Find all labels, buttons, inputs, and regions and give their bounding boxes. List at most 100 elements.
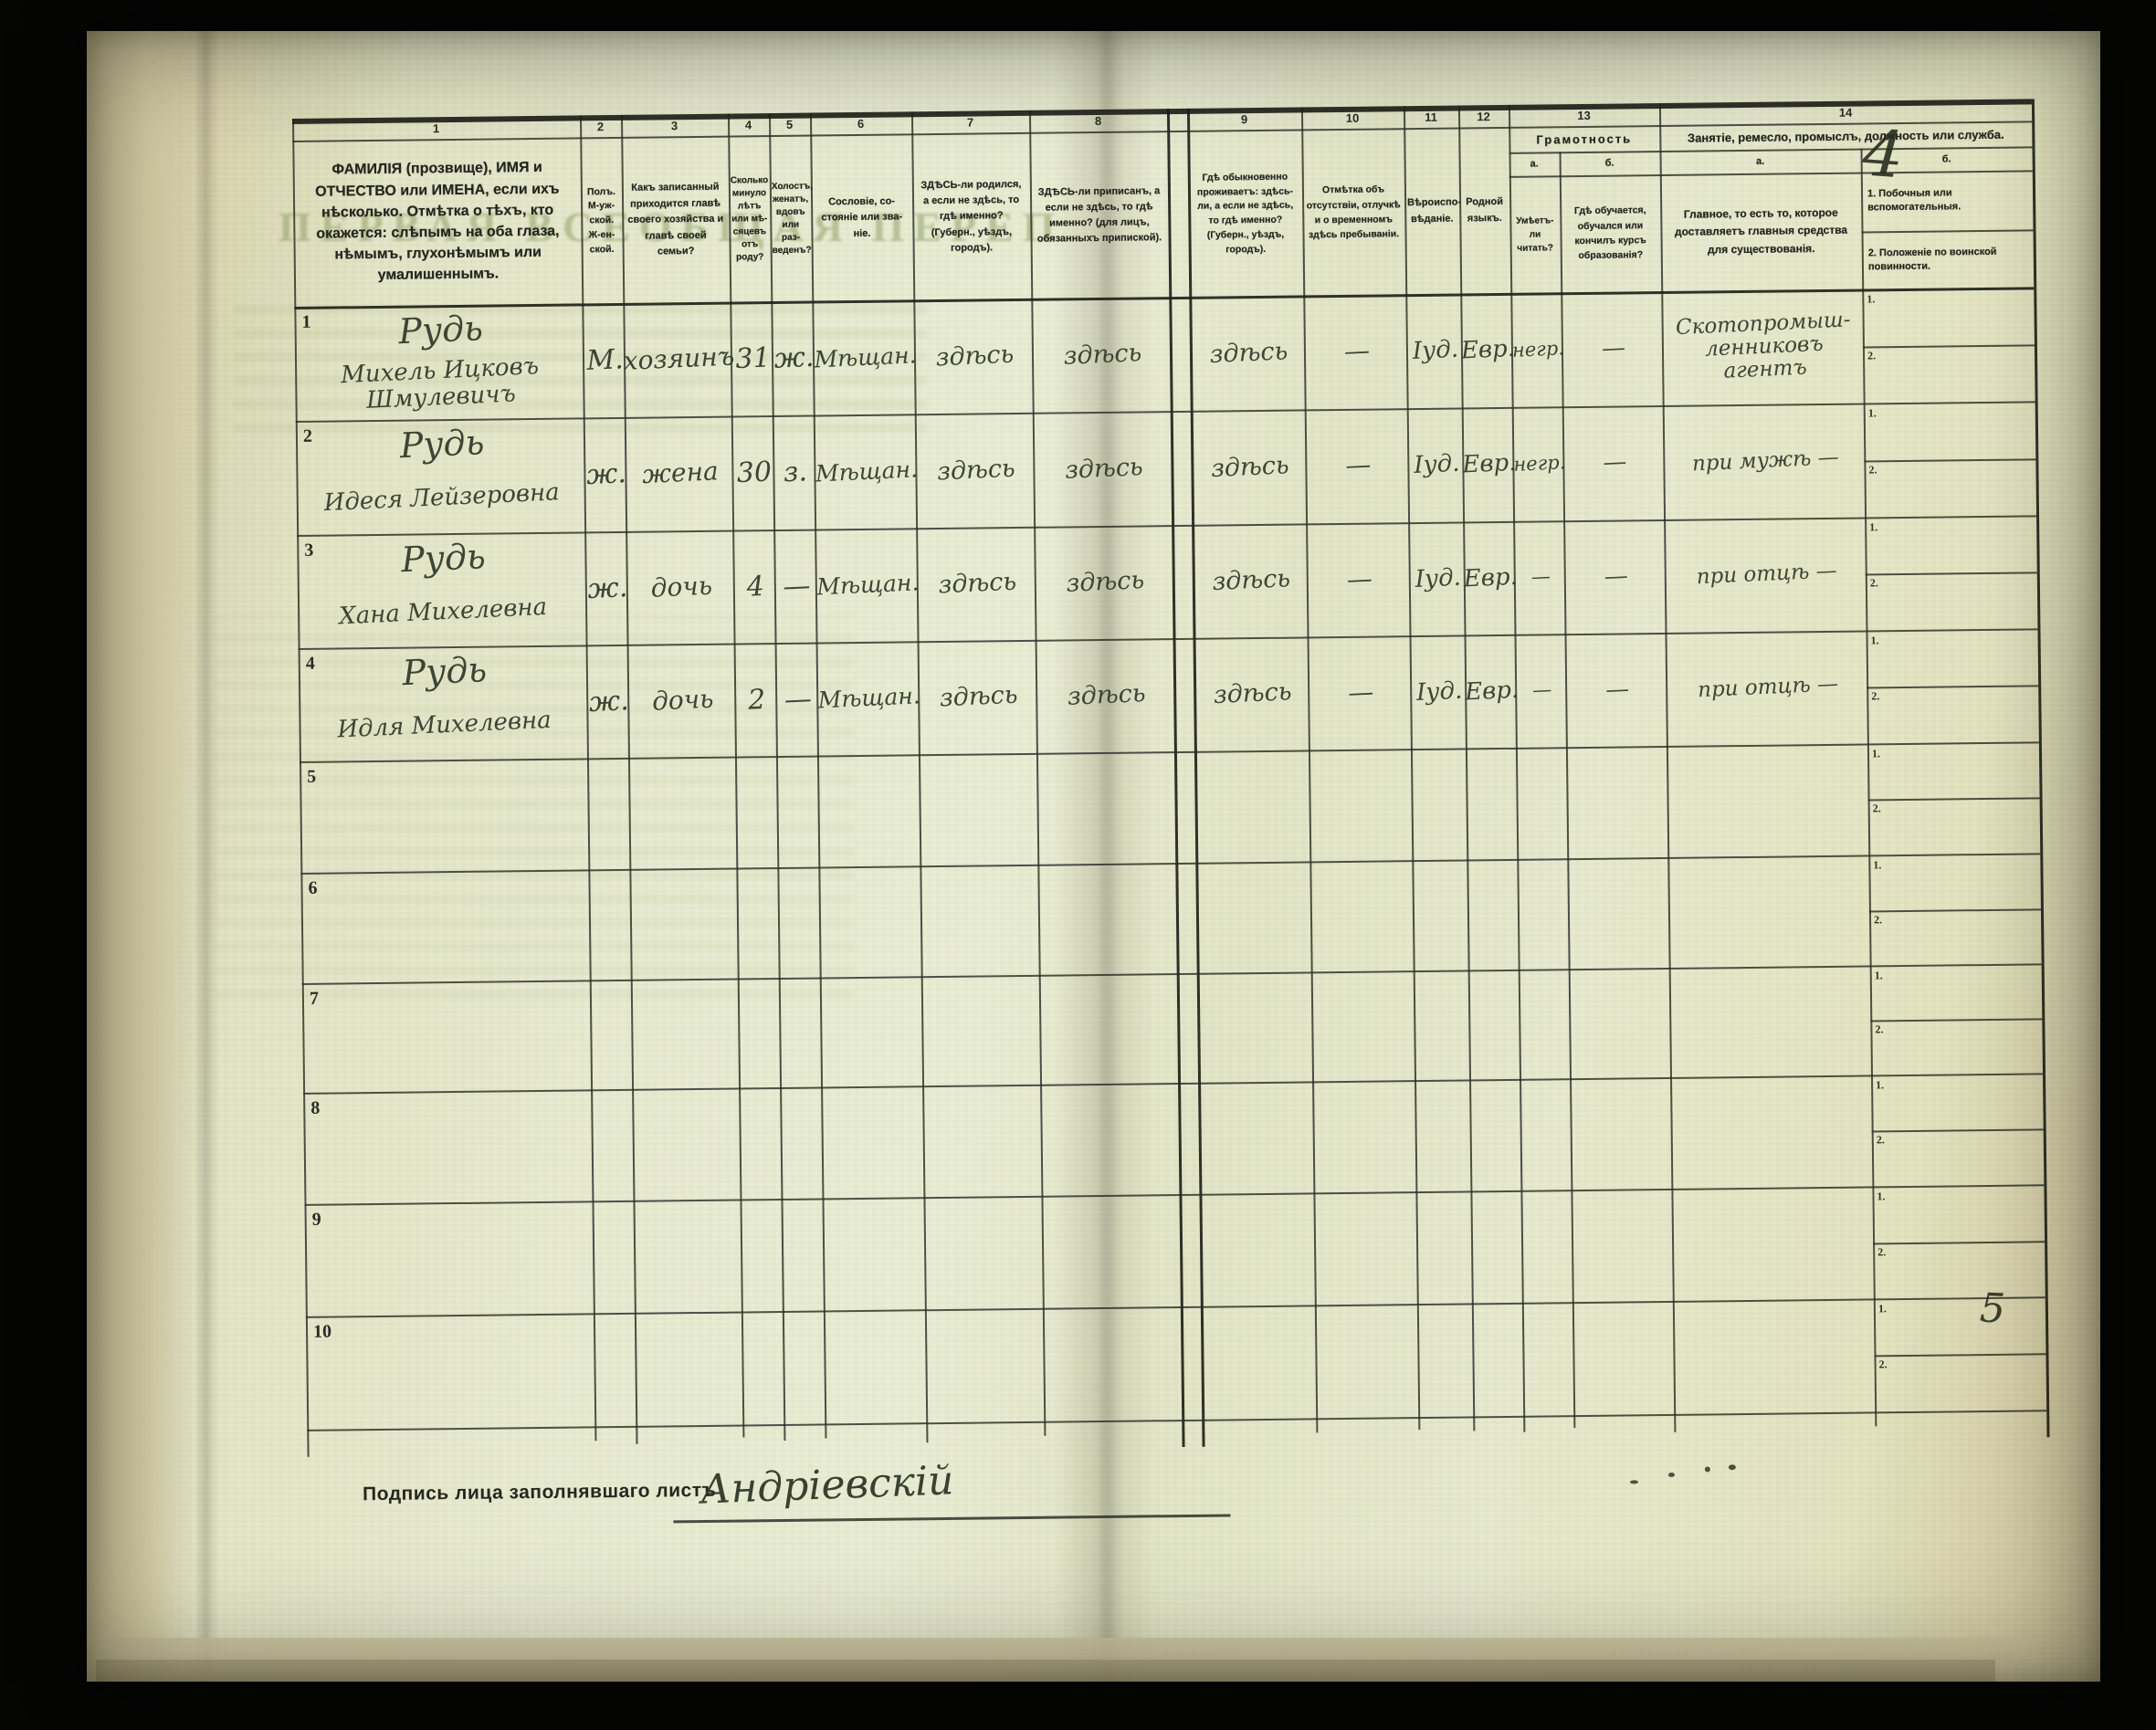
row-4-subcell-1: 1. xyxy=(1870,634,1879,647)
row-2-estate: Мѣщан. xyxy=(815,456,919,488)
row-4-occupation: при отцѣ — xyxy=(1697,672,1839,703)
row-1-number: 1 xyxy=(301,311,311,332)
signature-label: Подпись лица заполнявшаго листъ xyxy=(362,1479,717,1505)
row-4-education: — xyxy=(1604,675,1630,704)
row-7-subcell-2: 2. xyxy=(1875,1022,1884,1036)
grid-vline xyxy=(2031,99,2050,1438)
header-col6-estate: Сословіе, со­стояніе или зва­ніе. xyxy=(821,195,903,239)
row-3-name: Хана Михелевна xyxy=(338,592,548,631)
row-2-resides: здѣсь xyxy=(1210,450,1290,483)
row-5-subcell-2: 2. xyxy=(1872,802,1881,815)
header-col1-name: ФАМИЛІЯ (прозвище), ИМЯ и ОТЧЕСТВО или И… xyxy=(315,160,560,284)
col-number-12: 12 xyxy=(1477,109,1490,123)
row-3-born: здѣсь xyxy=(937,567,1017,600)
row-4-absence: — xyxy=(1347,676,1374,708)
ink-speck xyxy=(1630,1480,1639,1484)
header-col11-religion: Вѣроиспо­вѣданіе. xyxy=(1407,196,1461,225)
grid-hline xyxy=(1871,1128,2044,1133)
underlying-page-edge xyxy=(96,1660,1995,1682)
row-9-subcell-1: 1. xyxy=(1877,1190,1886,1203)
header-col10-absence: Отмѣтка объ отсутствіи, отлучкѣ и о врем… xyxy=(1306,183,1401,241)
row-1-religion: Іуд. xyxy=(1412,335,1459,366)
row-4-born: здѣсь xyxy=(939,680,1019,713)
ink-speck xyxy=(1728,1464,1736,1471)
grid-hline xyxy=(1867,685,2039,689)
col-number-1: 1 xyxy=(432,121,440,135)
row-10-number: 10 xyxy=(312,1321,332,1342)
row-1-occupation: Скотопромыш­ленниковъ агентъ xyxy=(1675,307,1852,383)
col-number-7: 7 xyxy=(966,115,974,130)
signature-handwritten: Андріевскій xyxy=(699,1457,955,1514)
row-3-subcell-1: 1. xyxy=(1869,520,1878,534)
row-1-name: Михель Ицковъ Шмуле­вичъ xyxy=(340,352,540,414)
header-col7-birthplace: ЗДѢСЬ-ли родился, а если не здѣсь, то гд… xyxy=(920,179,1022,254)
col-number-9: 9 xyxy=(1240,111,1248,126)
row-3-occupation: при отцѣ — xyxy=(1696,559,1838,590)
row-2-absence: — xyxy=(1344,449,1372,481)
grid-hline xyxy=(1864,458,2036,463)
header-col12-language: Родной языкъ. xyxy=(1466,196,1504,225)
col-number-6: 6 xyxy=(857,116,865,131)
row-1-registered: здѣсь xyxy=(1063,338,1142,371)
header-col13-group-literacy: Грамотность xyxy=(1536,131,1633,147)
header-col14-group-occupation: Занятіе, ремесло, промыслъ, должность ил… xyxy=(1687,127,2004,145)
census-table: 1 2 3 4 5 6 7 8 9 10 11 12 13 14 ФАМИЛІЯ… xyxy=(292,99,2050,1524)
row-9-number: 9 xyxy=(311,1209,321,1230)
row-3-number: 3 xyxy=(304,540,314,561)
col-number-11: 11 xyxy=(1425,110,1438,124)
header-col13b-education: Гдѣ обучается, обучался или кончилъ курс… xyxy=(1573,204,1646,262)
row-8-subcell-2: 2. xyxy=(1876,1133,1885,1147)
row-1-absence: — xyxy=(1343,335,1371,367)
grid-hline xyxy=(301,963,2042,985)
row-2-born: здѣсь xyxy=(936,454,1016,487)
row-1-subcell-2: 2. xyxy=(1867,349,1877,362)
row-1-subcell-1: 1. xyxy=(1867,292,1876,306)
row-4-subcell-2: 2. xyxy=(1871,689,1880,703)
header-col14b-military: 2. Положеніе по воинской повинности. xyxy=(1867,246,1997,273)
row-3-religion: Іуд. xyxy=(1415,563,1462,593)
row-2-number: 2 xyxy=(302,425,313,446)
header-col2-sex: Полъ. М-уж-ской. Ж-ен-ской. xyxy=(586,185,615,255)
header-col4-age: Сколько минуло лѣтъ или мѣ­сяцевъ отъ ро… xyxy=(730,175,769,263)
header-col8-registration: ЗДѢСЬ-ли приписанъ, а если не здѣсь, то … xyxy=(1036,185,1162,245)
row-6-subcell-2: 2. xyxy=(1873,913,1883,927)
row-9-subcell-2: 2. xyxy=(1877,1245,1887,1259)
grid-hline xyxy=(305,1296,2046,1318)
row-6-number: 6 xyxy=(308,877,318,898)
row-4-estate: Мѣщан. xyxy=(817,682,921,714)
col-number-10: 10 xyxy=(1345,110,1360,125)
header-col9-residence: Гдѣ обыкновенно проживаетъ: здѣсь-ли, а … xyxy=(1196,171,1294,255)
row-3-registered: здѣсь xyxy=(1065,566,1145,599)
row-7-number: 7 xyxy=(309,988,320,1009)
row-1-resides: здѣсь xyxy=(1209,336,1288,369)
row-2-registered: здѣсь xyxy=(1064,452,1144,485)
underlying-page-edge xyxy=(92,1638,2037,1662)
col-number-8: 8 xyxy=(1094,113,1102,128)
grid-hline xyxy=(304,1184,2045,1206)
grid-hline xyxy=(300,853,2041,875)
row-2-relation: жена xyxy=(641,456,720,490)
left-page-edge xyxy=(87,31,198,1682)
grid-hline xyxy=(1873,1241,2046,1245)
row-3-subcell-2: 2. xyxy=(1869,576,1878,590)
row-5-number: 5 xyxy=(307,766,317,787)
grid-hline xyxy=(1868,908,2041,913)
row-10-subcell-1: 1. xyxy=(1877,1302,1887,1316)
row-3-education: — xyxy=(1604,561,1629,591)
row-4-registered: здѣсь xyxy=(1067,679,1147,712)
grid-hline xyxy=(1867,797,2040,802)
row-2-subcell-2: 2. xyxy=(1868,463,1877,477)
handwritten-margin-number: 5 xyxy=(1979,1284,2006,1333)
row-1-relation: хозяинъ xyxy=(622,341,735,377)
row-3-estate: Мѣщан. xyxy=(815,569,920,601)
row-7-subcell-1: 1. xyxy=(1874,969,1883,982)
row-8-subcell-1: 1. xyxy=(1876,1078,1885,1092)
row-1-born: здѣсь xyxy=(935,340,1015,372)
header-col13a-label: а. xyxy=(1530,158,1539,170)
col-number-14: 14 xyxy=(1838,105,1853,120)
row-4-relation: дочь xyxy=(651,683,715,717)
col-number-3: 3 xyxy=(670,118,678,132)
grid-hline xyxy=(303,1073,2044,1095)
row-3-absence: — xyxy=(1346,562,1373,594)
row-4-number: 4 xyxy=(305,653,315,674)
